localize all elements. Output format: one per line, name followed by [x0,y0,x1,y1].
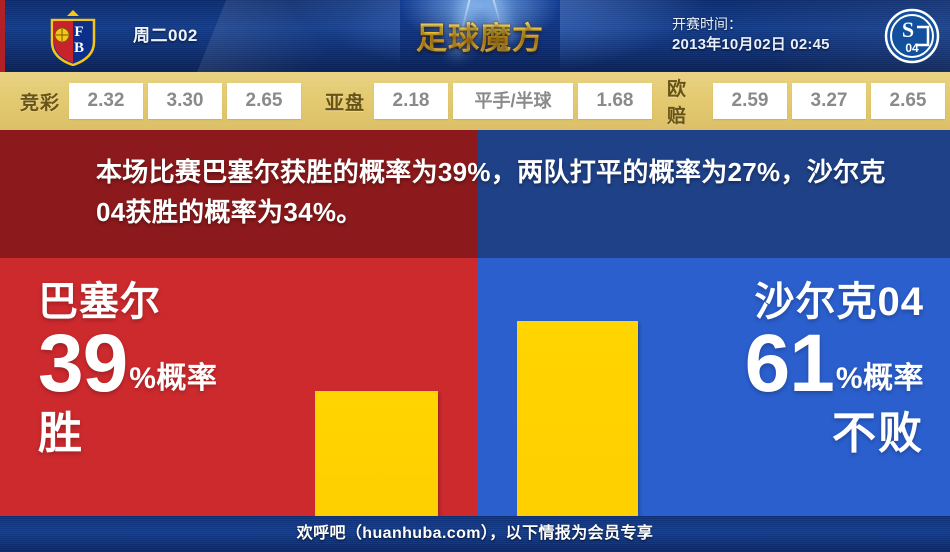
header-bar: F B 周二002 足球魔方 足球魔方 开赛时间： 2013年10月02日 02… [0,0,950,72]
brand-logo-text-shadow: 足球魔方 [400,13,560,58]
odds-cell-away[interactable]: 2.65 [227,83,302,119]
odds-group-label: 欧赔 [667,79,688,127]
away-team-name: 沙尔克04 [754,280,924,324]
round-label: 周二002 [133,26,198,45]
header-sheen-left [177,0,413,72]
away-percent-row: 61 %概率 [744,318,924,409]
svg-text:F: F [74,24,83,40]
away-verdict: 不败 [832,409,924,458]
home-team-name: 巴塞尔 [38,280,161,324]
headline-text: 本场比赛巴塞尔获胜的概率为39%，两队打平的概率为27%，沙尔克04获胜的概率为… [96,157,886,227]
odds-cell-away[interactable]: 2.65 [871,83,945,119]
footer-text: 欢呼吧（huanhuba.com），以下情报为会员专享 [296,525,654,542]
svg-text:04: 04 [905,41,919,55]
headline-band-right [478,130,950,258]
odds-group-jingcai: 竞彩 2.32 3.30 2.65 [20,72,306,130]
home-probability-bar [315,391,438,516]
schalke-04-crest: S 04 [884,8,940,64]
away-probability-bar [517,321,638,516]
odds-cell-home[interactable]: 2.59 [713,83,787,119]
odds-cell-away[interactable]: 1.68 [578,83,653,119]
svg-text:S: S [902,17,914,42]
odds-group-label: 亚盘 [325,92,366,114]
home-team-block: 巴塞尔 39 %概率 胜 [38,278,217,462]
odds-group-label: 竞彩 [20,92,61,114]
odds-bar-inner: 竞彩 2.32 3.30 2.65 亚盘 2.18 平手/半球 1.68 欧赔 … [0,72,950,130]
away-percent-suffix: %概率 [835,362,924,395]
odds-cell-draw[interactable]: 3.27 [792,83,866,119]
odds-cell-handicap[interactable]: 平手/半球 [453,83,574,119]
odds-cell-home[interactable]: 2.18 [374,83,449,119]
footer-bar: 欢呼吧（huanhuba.com），以下情报为会员专享 [0,516,950,552]
brand-logo-text: 足球魔方 [400,13,560,58]
svg-text:B: B [74,40,84,56]
odds-cell-home[interactable]: 2.32 [69,83,144,119]
home-percent-row: 39 %概率 [38,318,218,409]
home-percent-value: 39 [38,318,128,409]
odds-group-yapan: 亚盘 2.18 平手/半球 1.68 [325,72,657,130]
kickoff-time: 2013年10月02日 02:45 [672,36,830,53]
brand-logo[interactable]: 足球魔方 足球魔方 [400,0,560,72]
header-left-red-rail [0,0,5,72]
home-percent-suffix: %概率 [129,362,218,395]
odds-bar: 竞彩 2.32 3.30 2.65 亚盘 2.18 平手/半球 1.68 欧赔 … [0,72,950,130]
home-verdict: 胜 [38,409,84,458]
odds-cell-draw[interactable]: 3.30 [148,83,223,119]
kickoff-block: 开赛时间： 2013年10月02日 02:45 [672,14,830,56]
headline-band-left [0,130,478,258]
fc-basel-crest: F B [50,10,96,66]
away-team-block: 沙尔克04 61 %概率 不败 [745,278,924,462]
kickoff-label: 开赛时间： [672,16,742,32]
odds-group-oupei: 欧赔 2.59 3.27 2.65 [667,72,950,130]
main-panel: 本场比赛巴塞尔获胜的概率为39%，两队打平的概率为27%，沙尔克04获胜的概率为… [0,130,950,516]
away-percent-value: 61 [744,318,835,409]
